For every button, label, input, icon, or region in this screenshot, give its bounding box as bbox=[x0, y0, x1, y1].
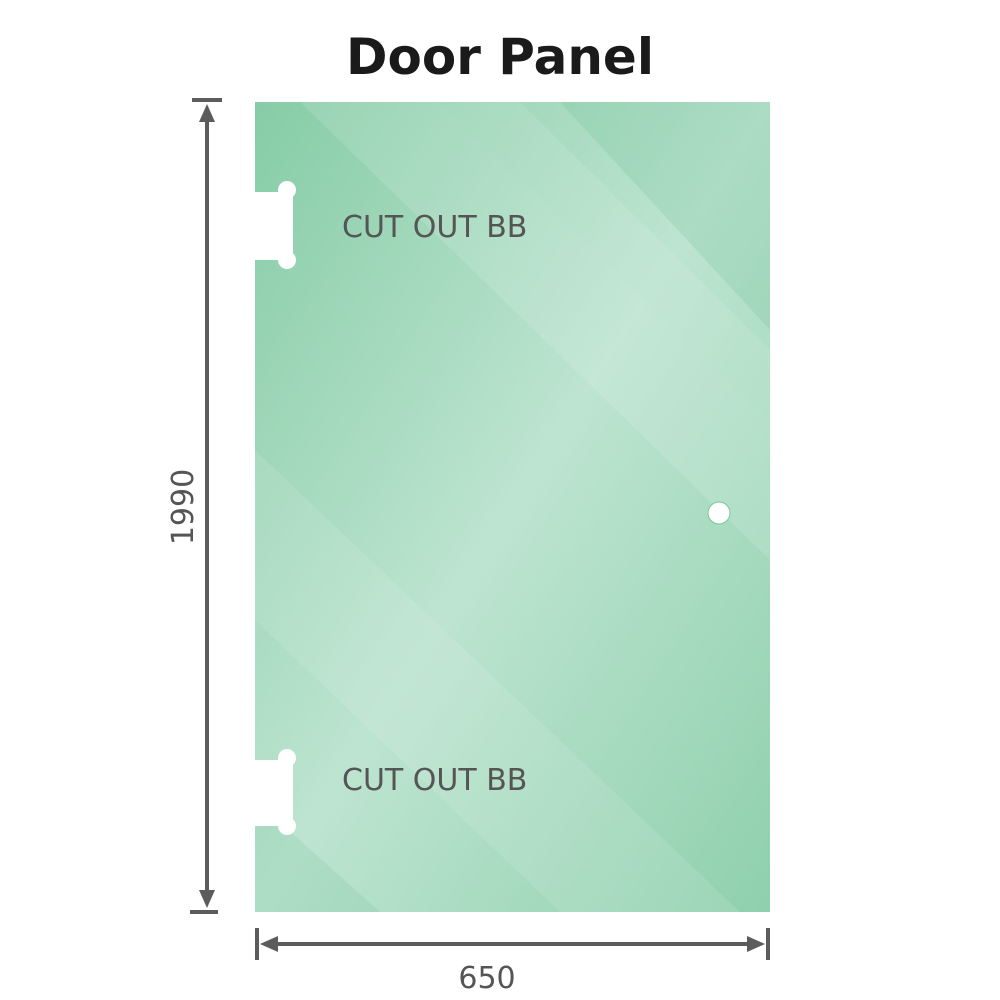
height-label: 1990 bbox=[166, 469, 201, 545]
cutout-top bbox=[253, 181, 296, 269]
height-dimension bbox=[190, 98, 222, 914]
cutout-bottom bbox=[253, 749, 296, 835]
diagram-title: Door Panel bbox=[346, 28, 654, 86]
cutout-label-top: CUT OUT BB bbox=[342, 210, 527, 245]
cutout-label-bottom: CUT OUT BB bbox=[342, 763, 527, 798]
glass-panel bbox=[255, 102, 770, 912]
handle-hole bbox=[707, 501, 731, 525]
width-dimension bbox=[255, 928, 770, 960]
width-label: 650 bbox=[458, 961, 515, 996]
